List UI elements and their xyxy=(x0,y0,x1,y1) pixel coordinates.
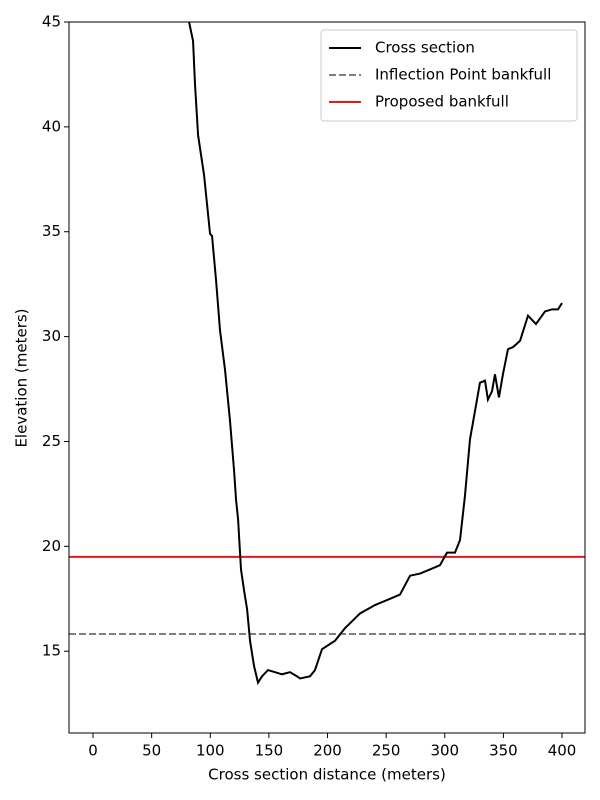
x-tick-label: 400 xyxy=(548,742,577,760)
legend-label: Cross section xyxy=(375,39,475,57)
x-tick-label: 250 xyxy=(372,742,401,760)
x-tick-label: 100 xyxy=(196,742,225,760)
y-tick-label: 30 xyxy=(42,327,61,345)
plot-area xyxy=(69,22,585,686)
x-tick-label: 350 xyxy=(489,742,518,760)
y-axis-label: Elevation (meters) xyxy=(13,308,31,447)
x-tick-label: 50 xyxy=(142,742,161,760)
series-line xyxy=(188,22,563,686)
y-tick-label: 20 xyxy=(42,537,61,555)
x-tick-label: 0 xyxy=(88,742,98,760)
legend-label: Inflection Point bankfull xyxy=(375,66,551,84)
y-tick-label: 40 xyxy=(42,117,61,135)
x-tick-label: 300 xyxy=(430,742,459,760)
y-tick-label: 15 xyxy=(42,642,61,660)
legend-box xyxy=(320,29,578,122)
x-tick-label: 200 xyxy=(313,742,342,760)
axes-frame xyxy=(68,21,586,734)
y-tick-label: 35 xyxy=(42,222,61,240)
y-tick-label: 45 xyxy=(42,13,61,31)
x-tick-label: 150 xyxy=(255,742,284,760)
x-axis-label: Cross section distance (meters) xyxy=(208,766,446,784)
y-tick-label: 25 xyxy=(42,432,61,450)
legend-label: Proposed bankfull xyxy=(375,93,509,111)
